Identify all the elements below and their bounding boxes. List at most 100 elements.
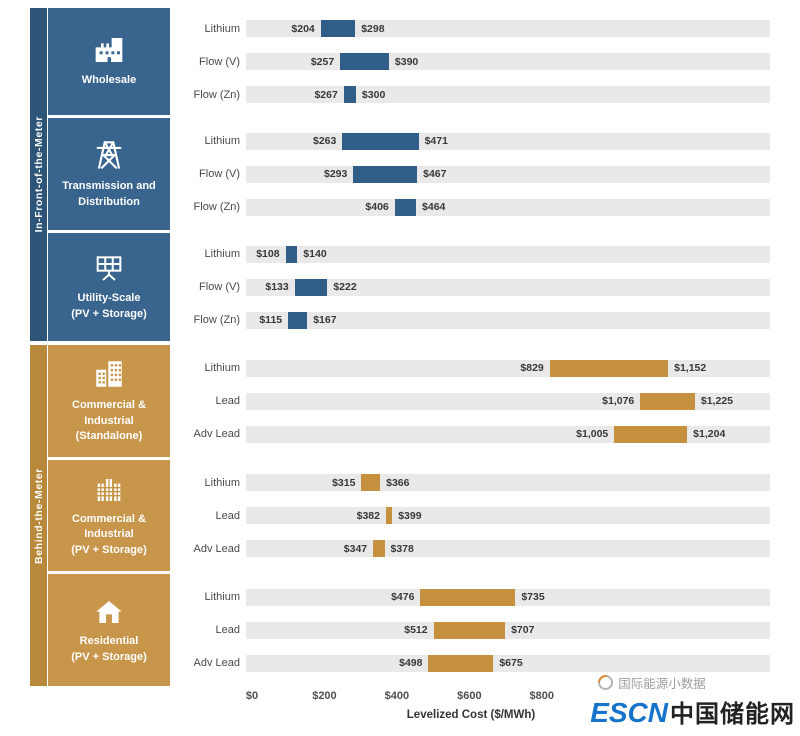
bar-track: $382 $399	[246, 507, 770, 524]
chart-row: Adv Lead $1,005 $1,204	[170, 418, 770, 451]
category-tile: Wholesale	[48, 8, 170, 115]
row-label: Flow (V)	[199, 281, 240, 293]
chart-row: Lithium $108 $140	[170, 238, 770, 271]
x-axis-tick: $0	[245, 690, 259, 702]
city-buildings-icon	[92, 357, 126, 391]
chart-row: Lithium $263 $471	[170, 125, 770, 158]
bar-high-value: $298	[361, 22, 385, 35]
solar-panel-icon	[92, 252, 126, 284]
row-label: Adv Lead	[193, 657, 240, 669]
chart-row: Flow (Zn) $267 $300	[170, 78, 770, 111]
bar-low-value: $1,005	[576, 428, 609, 440]
category-group: Commercial & Industrial (PV + Storage) Li…	[47, 460, 800, 571]
category-label: Wholesale	[81, 74, 137, 87]
category-tile: Transmission and Distribution	[48, 118, 170, 230]
row-label: Flow (V)	[199, 168, 240, 180]
range-bar	[433, 621, 506, 639]
bar-track: $204 $298	[246, 20, 770, 37]
bar-track: $1,076 $1,225	[246, 392, 770, 410]
bar-track: $267 $300	[246, 86, 770, 103]
bar-high-value: $1,225	[700, 395, 733, 407]
row-label: Lithium	[204, 248, 240, 260]
bar-track: $263 $471	[246, 132, 770, 150]
chart-row: Lithium $315 $366	[170, 466, 770, 499]
range-bar	[385, 507, 393, 524]
range-bar	[343, 86, 356, 103]
bar-low-value: $829	[520, 362, 544, 374]
category-group: Transmission and Distribution Lithium $263…	[47, 118, 800, 230]
meter-section: Behind-the-Meter Commercial & Industrial …	[0, 345, 800, 686]
bar-track: $1,005 $1,204	[246, 425, 770, 443]
bar-high-value: $366	[386, 476, 410, 489]
chart-row: Flow (Zn) $115 $167	[170, 304, 770, 337]
range-bar	[420, 588, 516, 606]
bar-low-value: $406	[365, 201, 389, 213]
bar-track: $498 $675	[246, 654, 770, 672]
chart-row: Lithium $476 $735	[170, 581, 770, 614]
row-label: Lithium	[204, 362, 240, 374]
chart-row: Lead $1,076 $1,225	[170, 385, 770, 418]
range-bar	[353, 165, 418, 183]
category-rows: Lithium $108 $140 Flow (V) $133 $222 Flow (Zn)…	[170, 233, 800, 341]
category-groups: Wholesale Lithium $204 $298 Flow (V) $257 $390…	[47, 8, 800, 341]
chart-row: Adv Lead $347 $378	[170, 532, 770, 565]
bar-track: $406 $464	[246, 198, 770, 216]
bar-low-value: $382	[356, 509, 380, 522]
chart-row: Flow (V) $133 $222	[170, 271, 770, 304]
category-label: Utility-Scale (PV + Storage)	[71, 292, 147, 320]
category-tile: Residential (PV + Storage)	[48, 574, 170, 686]
row-label: Flow (Zn)	[193, 314, 240, 326]
meter-strip-label: In-Front-of-the-Meter	[32, 116, 45, 233]
bar-low-value: $204	[291, 22, 315, 35]
category-label: Commercial & Industrial (Standalone)	[72, 399, 146, 443]
x-axis-ticks: $0 $200 $400 $600 $800	[246, 690, 770, 704]
category-rows: Lithium $476 $735 Lead $512 $707 Adv Lead $498 $…	[170, 574, 800, 686]
office-buildings-icon	[92, 473, 126, 505]
bar-low-value: $315	[332, 476, 356, 489]
bar-track: $133 $222	[246, 278, 770, 296]
bar-track: $293 $467	[246, 165, 770, 183]
range-bar	[640, 392, 695, 410]
category-group: Residential (PV + Storage) Lithium $476 $73…	[47, 574, 800, 686]
x-axis-tick: $600	[457, 690, 482, 702]
bar-high-value: $464	[422, 201, 446, 213]
meter-strip: Behind-the-Meter	[30, 345, 47, 686]
bar-low-value: $498	[399, 657, 423, 669]
transmission-tower-icon	[92, 138, 126, 172]
source-logo-icon	[598, 675, 614, 690]
range-bar	[614, 425, 688, 443]
bar-low-value: $133	[265, 281, 289, 293]
bar-high-value: $1,204	[693, 428, 726, 440]
factory-icon	[92, 34, 126, 66]
bar-high-value: $1,152	[674, 362, 707, 374]
bar-low-value: $267	[314, 88, 338, 101]
bar-high-value: $399	[398, 509, 422, 522]
category-label: Residential (PV + Storage)	[71, 635, 147, 663]
bar-high-value: $707	[511, 624, 535, 636]
bar-track: $257 $390	[246, 53, 770, 70]
category-tile: Utility-Scale (PV + Storage)	[48, 233, 170, 341]
meter-strip-label: Behind-the-Meter	[32, 467, 45, 564]
meter-section: In-Front-of-the-Meter Wholesale Lithium $20…	[0, 8, 800, 341]
bar-track: $115 $167	[246, 311, 770, 329]
bar-low-value: $347	[343, 542, 368, 555]
category-label: Transmission and Distribution	[62, 180, 156, 208]
bar-track: $512 $707	[246, 621, 770, 639]
bar-low-value: $476	[391, 591, 415, 603]
range-bar	[340, 53, 389, 70]
row-label: Lithium	[204, 476, 240, 489]
bar-low-value: $108	[256, 248, 280, 260]
watermark-brand: ESCN 中国储能网	[590, 694, 795, 729]
category-rows: Lithium $315 $366 Lead $382 $399 Adv Lead $347 $…	[170, 460, 800, 571]
row-label: Lithium	[204, 22, 240, 35]
category-label: Commercial & Industrial (PV + Storage)	[71, 512, 147, 556]
row-label: Lithium	[204, 591, 240, 603]
row-label: Flow (V)	[199, 55, 240, 68]
bar-track: $347 $378	[246, 540, 770, 557]
row-label: Lead	[215, 395, 240, 407]
bar-high-value: $735	[521, 591, 545, 603]
range-bar	[361, 474, 381, 491]
range-bar	[428, 654, 494, 672]
category-rows: Lithium $263 $471 Flow (V) $293 $467 Flow (Zn)…	[170, 118, 800, 230]
